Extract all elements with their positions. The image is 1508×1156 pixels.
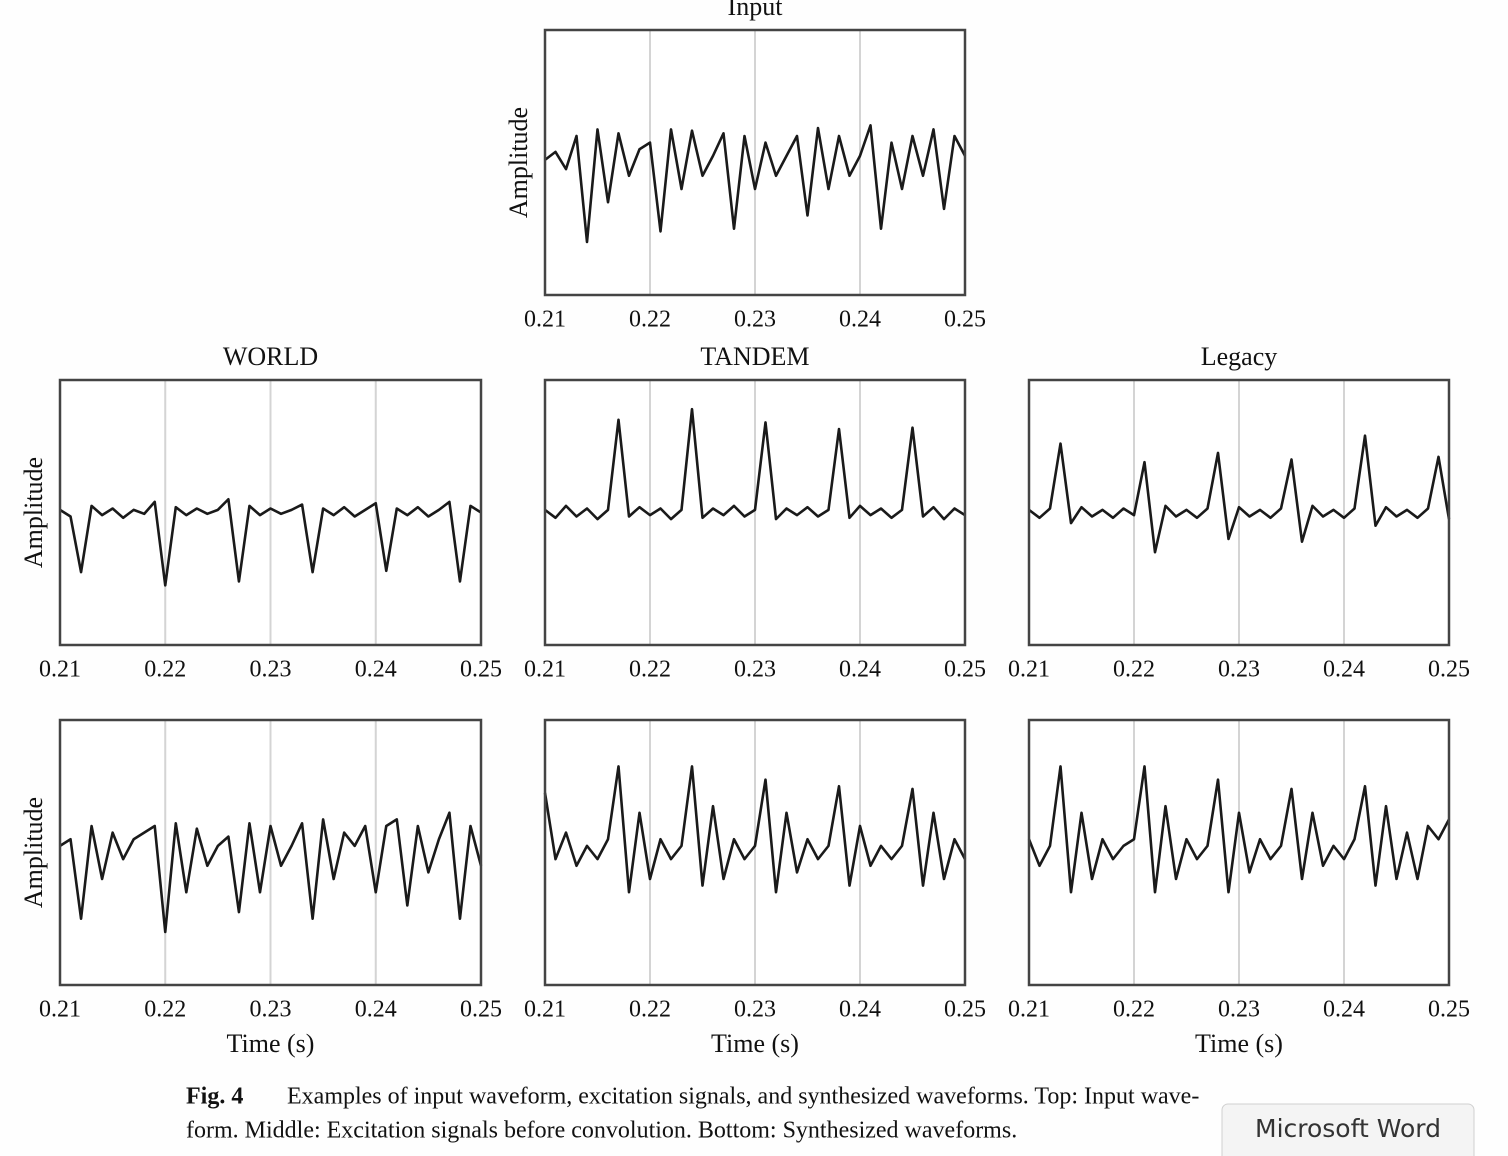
chart-title: TANDEM (700, 342, 809, 371)
badge[interactable] (1221, 1103, 1475, 1156)
x-tick-label: 0.23 (1218, 997, 1260, 1023)
x-axis-label: Time (s) (227, 1029, 315, 1058)
plot-frame (58, 378, 483, 647)
x-tick-label: 0.22 (1113, 997, 1155, 1023)
x-tick-label: 0.22 (629, 997, 671, 1023)
plot-frame (1027, 378, 1451, 647)
x-tick-label: 0.23 (734, 997, 776, 1023)
x-tick-label: 0.25 (1428, 997, 1470, 1023)
x-tick-label: 0.21 (39, 997, 81, 1023)
plot-frame (58, 718, 483, 987)
x-tick-label: 0.25 (1428, 657, 1470, 683)
waveform (59, 497, 482, 587)
chart-title: WORLD (223, 342, 318, 371)
x-tick-label: 0.24 (839, 657, 881, 683)
plot-frame (543, 28, 967, 297)
x-tick-label: 0.23 (250, 657, 292, 683)
waveform (59, 811, 483, 934)
chart-title: Legacy (1201, 342, 1278, 371)
x-tick-label: 0.23 (250, 997, 292, 1023)
waveform (1027, 765, 1451, 894)
x-tick-label: 0.25 (944, 997, 986, 1023)
x-tick-label: 0.22 (1113, 657, 1155, 683)
x-tick-label: 0.24 (355, 997, 397, 1023)
x-tick-label: 0.22 (629, 657, 671, 683)
x-tick-label: 0.22 (144, 657, 186, 683)
x-tick-label: 0.21 (524, 997, 566, 1023)
x-tick-label: 0.24 (1323, 657, 1365, 683)
x-tick-label: 0.25 (460, 997, 502, 1023)
caption-label: Fig. 4 (186, 1084, 243, 1110)
caption-line: Examples of input waveform, excitation s… (287, 1084, 1199, 1110)
x-tick-label: 0.25 (944, 657, 986, 683)
x-tick-label: 0.23 (734, 657, 776, 683)
x-tick-label: 0.25 (460, 657, 502, 683)
waveform (543, 765, 967, 894)
x-tick-label: 0.21 (1008, 657, 1050, 683)
x-tick-label: 0.23 (734, 307, 776, 333)
y-axis-label: Amplitude (19, 457, 48, 568)
waveform (1028, 434, 1451, 554)
x-tick-label: 0.23 (1218, 657, 1260, 683)
x-axis-label: Time (s) (711, 1029, 799, 1058)
waveform (544, 407, 966, 521)
x-tick-label: 0.24 (1323, 997, 1365, 1023)
x-tick-label: 0.21 (524, 307, 566, 333)
y-axis-label: Amplitude (504, 107, 533, 218)
plot-frame (1027, 718, 1451, 987)
x-tick-label: 0.24 (839, 307, 881, 333)
x-tick-label: 0.24 (355, 657, 397, 683)
badge-text[interactable]: Microsoft Word (1255, 1114, 1441, 1143)
x-tick-label: 0.21 (524, 657, 566, 683)
plot-frame (543, 378, 967, 647)
waveform (544, 124, 967, 244)
x-tick-label: 0.25 (944, 307, 986, 333)
x-tick-label: 0.24 (839, 997, 881, 1023)
x-tick-label: 0.22 (629, 307, 671, 333)
y-axis-label: Amplitude (19, 797, 48, 908)
x-tick-label: 0.21 (39, 657, 81, 683)
caption-line: form. Middle: Excitation signals before … (186, 1118, 1017, 1144)
chart-title: Input (728, 0, 784, 21)
plot-frame (543, 718, 967, 987)
x-tick-label: 0.21 (1008, 997, 1050, 1023)
x-axis-label: Time (s) (1195, 1029, 1283, 1058)
x-tick-label: 0.22 (144, 997, 186, 1023)
